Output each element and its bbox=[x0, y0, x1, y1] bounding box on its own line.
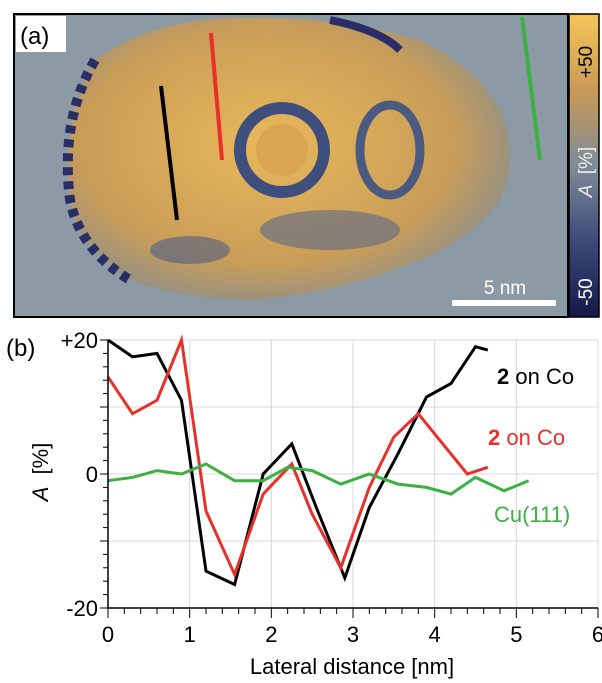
series-label-red-rest: on Co bbox=[500, 425, 565, 450]
chart-tick-labels: 0 1 2 3 4 5 6+200-20 bbox=[61, 328, 602, 647]
x-tick-label: 5 bbox=[510, 622, 522, 647]
scale-bar-label: 5 nm bbox=[484, 278, 526, 299]
colorbar: +50 A [%] -50 bbox=[568, 13, 600, 318]
profile-line-black bbox=[159, 85, 179, 221]
panel-a-label: (a) bbox=[20, 23, 49, 50]
x-tick-label: 2 bbox=[265, 622, 277, 647]
colorbar-quantity-label: A [%] bbox=[576, 147, 597, 198]
panel-b-chart: 0 1 2 3 4 5 6+200-20 (b) A [%] Lateral distanc… bbox=[6, 328, 602, 679]
island-edge-top bbox=[329, 16, 403, 53]
central-core bbox=[256, 124, 308, 176]
x-tick-label: 6 bbox=[592, 622, 602, 647]
chart-grid bbox=[107, 339, 599, 608]
series-line-red bbox=[106, 334, 489, 579]
series-label-red-bold: 2 bbox=[488, 425, 500, 450]
x-axis-label: Lateral distance [nm] bbox=[250, 654, 454, 679]
series-label-black-bold: 2 bbox=[497, 364, 509, 389]
central-ring bbox=[234, 102, 330, 198]
series-label-red: 2 on Co bbox=[488, 425, 565, 450]
colorbar-gradient bbox=[568, 13, 600, 318]
y-tick-label: +20 bbox=[61, 328, 98, 353]
colorbar-min-label: -50 bbox=[576, 278, 597, 305]
y-axis-label: A [%] bbox=[28, 443, 53, 504]
island-edge-left bbox=[62, 57, 133, 285]
x-tick-label: 4 bbox=[429, 622, 441, 647]
feature-dark-lower-left bbox=[150, 236, 230, 264]
x-tick-label: 0 bbox=[102, 622, 114, 647]
profile-line-green bbox=[520, 16, 542, 161]
series-line-black bbox=[107, 338, 489, 587]
series-line-green bbox=[107, 462, 530, 496]
colorbar-max-label: +50 bbox=[576, 46, 597, 78]
profile-line-red bbox=[209, 32, 224, 161]
chart-axes bbox=[100, 339, 599, 618]
y-axis-unit: [%] bbox=[28, 443, 53, 475]
image-frame bbox=[13, 13, 569, 318]
x-tick-label: 3 bbox=[347, 622, 359, 647]
series-label-black: 2 on Co bbox=[497, 364, 574, 389]
series-label-black-rest: on Co bbox=[509, 364, 574, 389]
panel-a-image: (a) 5 nm bbox=[13, 13, 569, 318]
scale-bar bbox=[452, 300, 556, 306]
y-axis-quantity: A bbox=[28, 487, 53, 504]
colorbar-quantity: A bbox=[576, 185, 597, 199]
series-label-green: Cu(111) bbox=[494, 502, 570, 527]
feature-dark-bottom bbox=[260, 210, 400, 250]
panel-a-label-box bbox=[16, 16, 66, 52]
chart-series bbox=[106, 334, 530, 587]
y-tick-label: -20 bbox=[66, 596, 98, 621]
panel-b-label: (b) bbox=[6, 335, 35, 362]
feature-ring-right bbox=[355, 100, 425, 200]
y-tick-label: 0 bbox=[86, 462, 98, 487]
x-tick-label: 1 bbox=[184, 622, 196, 647]
colorbar-unit: [%] bbox=[576, 147, 597, 174]
